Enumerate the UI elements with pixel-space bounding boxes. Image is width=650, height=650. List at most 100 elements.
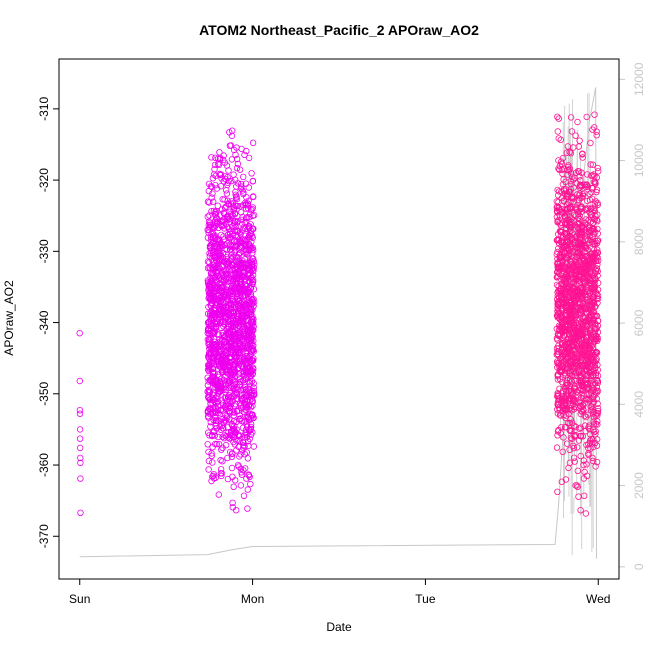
data-point: [554, 300, 562, 307]
data-point: [205, 218, 213, 225]
data-point: [215, 161, 223, 168]
data-point: [247, 323, 254, 330]
data-point: [250, 302, 257, 310]
data-point: [209, 330, 216, 337]
data-point: [228, 132, 236, 140]
data-point: [588, 214, 595, 221]
data-point: [571, 384, 578, 391]
data-point: [226, 404, 234, 411]
data-point: [220, 435, 228, 442]
data-point: [230, 370, 238, 377]
data-point: [592, 212, 599, 219]
data-point: [588, 403, 595, 410]
data-point: [575, 493, 582, 500]
data-point: [588, 250, 595, 257]
data-point: [237, 292, 245, 299]
data-point: [236, 306, 244, 314]
data-point: [223, 162, 231, 169]
data-point: [224, 286, 231, 293]
data-point: [591, 358, 598, 365]
data-point: [228, 453, 236, 460]
data-point: [573, 324, 581, 332]
data-point: [589, 233, 596, 241]
data-point: [593, 442, 601, 449]
data-point: [582, 183, 590, 191]
data-point: [567, 149, 575, 157]
data-point: [571, 432, 578, 439]
data-point: [225, 392, 233, 399]
data-point: [558, 160, 565, 167]
data-point: [587, 161, 594, 168]
data-point: [240, 492, 248, 499]
data-point: [589, 395, 597, 403]
data-point: [241, 389, 248, 397]
data-point: [213, 236, 221, 243]
data-point: [208, 452, 215, 459]
data-point: [205, 378, 212, 385]
data-point: [595, 237, 602, 244]
data-point: [554, 260, 562, 268]
data-point: [222, 386, 230, 393]
data-point: [208, 432, 216, 439]
data-point: [240, 442, 247, 449]
data-point: [227, 227, 235, 234]
y2-tick-label: 12000: [632, 62, 646, 96]
data-point: [250, 286, 258, 293]
data-point: [579, 330, 586, 338]
data-point: [229, 291, 237, 298]
data-point: [223, 344, 231, 351]
data-point: [562, 364, 569, 371]
data-point: [568, 170, 575, 177]
data-point: [578, 366, 586, 373]
data-point: [564, 440, 571, 447]
data-point: [594, 199, 601, 207]
data-point: [241, 465, 249, 472]
data-point: [219, 216, 227, 223]
data-point: [565, 162, 572, 169]
data-point: [231, 422, 238, 430]
data-point: [585, 451, 592, 459]
data-point: [239, 240, 247, 247]
data-point: [204, 382, 212, 389]
data-point: [554, 113, 561, 120]
data-point: [580, 382, 588, 390]
data-point: [589, 436, 597, 443]
data-point: [247, 343, 254, 350]
data-point: [205, 180, 213, 188]
data-point: [245, 197, 252, 204]
data-point: [241, 151, 248, 158]
data-point: [214, 160, 222, 168]
data-point: [211, 287, 219, 294]
data-point: [246, 213, 253, 221]
data-point: [557, 412, 564, 419]
data-point: [236, 438, 244, 445]
data-point: [227, 316, 235, 323]
data-point: [221, 363, 228, 370]
data-point: [579, 154, 586, 161]
data-point: [224, 293, 232, 301]
data-point: [210, 207, 218, 215]
data-point: [205, 295, 212, 302]
data-point: [208, 154, 215, 161]
data-point: [594, 317, 602, 325]
data-point: [586, 276, 594, 283]
data-point: [226, 312, 233, 319]
data-point: [204, 393, 212, 401]
data-point: [233, 271, 240, 278]
data-point: [217, 343, 225, 350]
data-point: [241, 383, 248, 391]
data-point: [567, 279, 574, 286]
data-point: [215, 360, 222, 368]
plot-frame: [58, 58, 620, 580]
data-point: [241, 443, 248, 450]
data-point: [77, 454, 84, 462]
data-point: [567, 306, 574, 313]
data-point: [204, 441, 211, 448]
data-point: [230, 207, 237, 214]
data-point: [577, 300, 584, 307]
data-point: [205, 466, 212, 473]
data-point: [238, 308, 246, 315]
data-point: [567, 376, 574, 383]
data-point: [580, 252, 587, 259]
data-point: [575, 226, 582, 234]
